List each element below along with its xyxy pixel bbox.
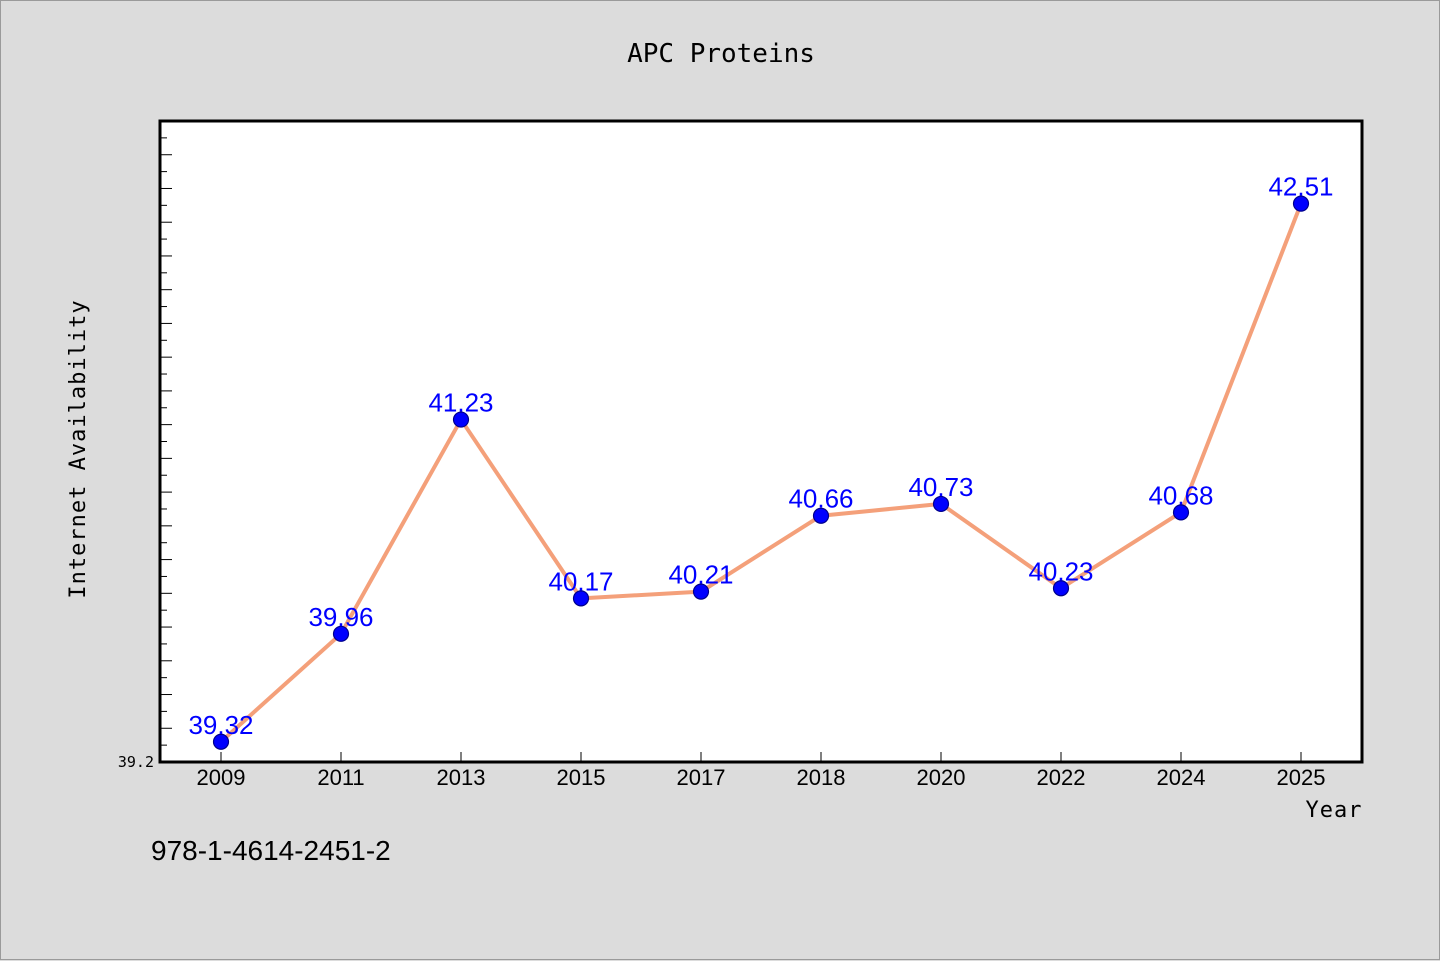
data-label: 40.17 <box>548 566 613 596</box>
data-label: 40.66 <box>788 484 853 514</box>
data-point <box>1052 580 1070 597</box>
data-label: 40.21 <box>668 560 733 590</box>
data-point <box>692 583 710 600</box>
x-tick-label: 2025 <box>1277 765 1326 790</box>
data-point <box>932 495 950 513</box>
data-label: 42.51 <box>1268 172 1333 202</box>
isbn-footer: 978-1-4614-2451-2 <box>151 835 391 866</box>
data-label: 40.73 <box>908 472 973 502</box>
data-label: 39.96 <box>308 602 373 632</box>
x-tick-label: 2020 <box>917 765 966 790</box>
data-label: 41.23 <box>428 388 493 418</box>
data-point <box>452 411 470 428</box>
x-tick-label: 2009 <box>197 765 246 790</box>
chart-title: APC Proteins <box>627 39 815 69</box>
y-axis-label: Internet Availability <box>66 299 91 598</box>
y-tick-label: 39.2 <box>118 753 154 771</box>
x-tick-label: 2024 <box>1157 765 1206 790</box>
x-axis-ticks: 2009 2011 2013 2015 2017 2018 2020 2022 2024 2025 <box>197 752 1326 790</box>
data-label: 40.23 <box>1028 556 1093 586</box>
x-tick-label: 2015 <box>557 765 606 790</box>
x-tick-label: 2022 <box>1037 765 1086 790</box>
data-point <box>1172 504 1190 521</box>
x-axis-label: Year <box>1306 798 1363 823</box>
series-line <box>219 202 1303 744</box>
x-tick-label: 2013 <box>437 765 486 790</box>
data-point <box>212 733 230 750</box>
plot-area <box>158 119 1364 764</box>
data-point <box>812 507 830 524</box>
data-point <box>1292 195 1310 212</box>
data-point <box>572 590 590 607</box>
data-label: 40.68 <box>1148 480 1213 510</box>
x-tick-label: 2011 <box>317 765 364 790</box>
x-tick-label: 2017 <box>677 765 726 790</box>
x-tick-label: 2018 <box>797 765 846 790</box>
data-point <box>332 625 350 642</box>
y-axis-ticks: 39.2 <box>118 120 172 771</box>
series-layer: 39.32 39.96 41.23 40.17 40.21 40.66 40.73 40.23… <box>188 172 1334 750</box>
data-label: 39.32 <box>188 710 253 740</box>
